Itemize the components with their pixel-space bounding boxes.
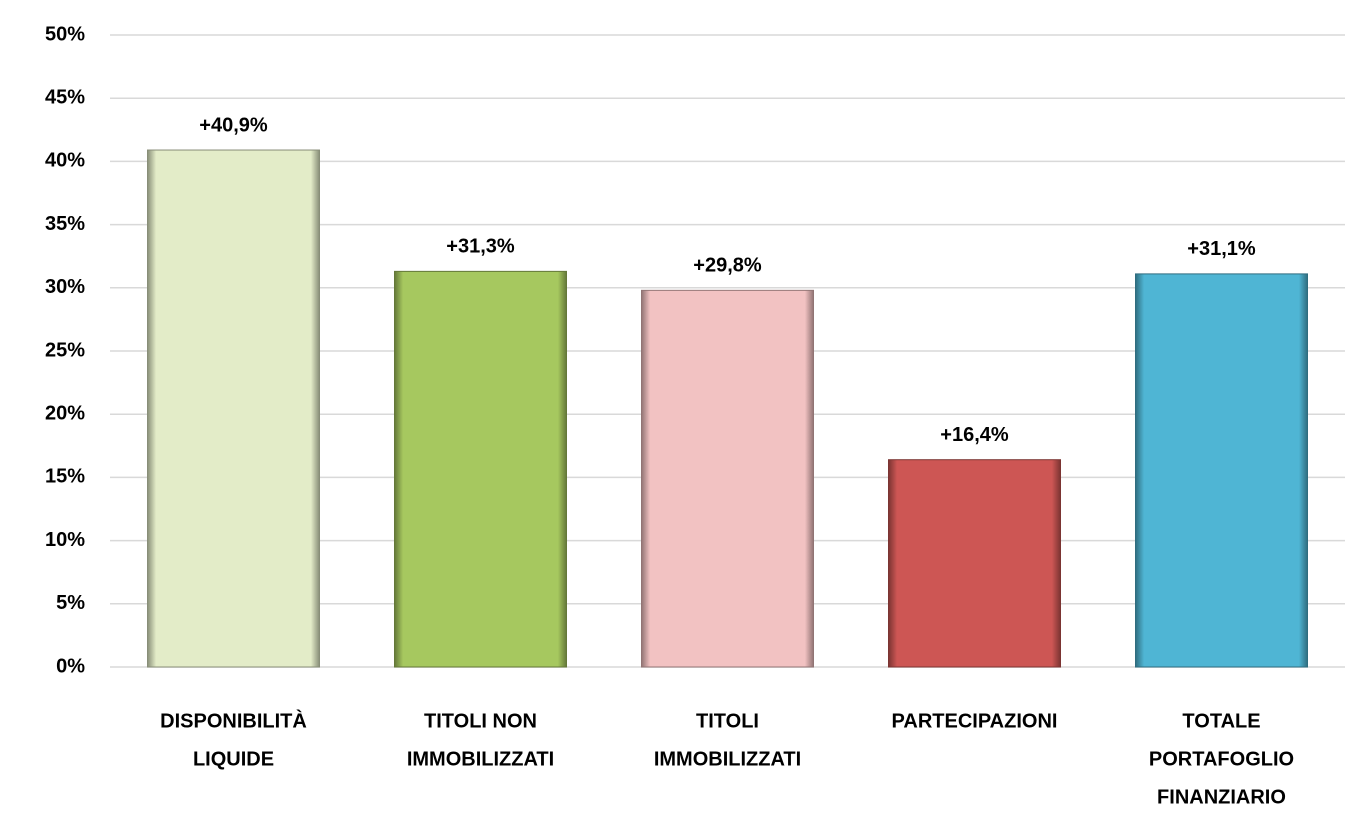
data-label: +40,9%	[199, 114, 268, 136]
x-tick-label: TITOLI	[696, 710, 759, 732]
x-tick-label: DISPONIBILITÀ	[160, 709, 307, 732]
y-tick-label: 5%	[56, 592, 85, 614]
y-tick-label: 0%	[56, 655, 85, 677]
x-tick-label: IMMOBILIZZATI	[654, 748, 801, 770]
data-label: +29,8%	[693, 255, 762, 277]
x-tick-label: FINANZIARIO	[1157, 786, 1286, 808]
y-tick-label: 50%	[45, 23, 85, 45]
x-tick-label: TOTALE	[1182, 710, 1260, 732]
x-tick-label: PORTAFOGLIO	[1149, 748, 1294, 770]
bar	[1135, 273, 1308, 668]
x-tick-label: LIQUIDE	[193, 748, 274, 770]
y-tick-label: 40%	[45, 150, 85, 172]
x-tick-label: IMMOBILIZZATI	[407, 748, 554, 770]
bar	[394, 270, 567, 668]
y-tick-label: 35%	[45, 213, 85, 235]
data-label: +31,1%	[1187, 238, 1256, 260]
y-tick-label: 10%	[45, 529, 85, 551]
x-tick-label: PARTECIPAZIONI	[892, 710, 1058, 732]
data-label: +16,4%	[940, 424, 1009, 446]
x-tick-label: TITOLI NON	[424, 710, 537, 732]
y-tick-label: 20%	[45, 402, 85, 424]
bar	[888, 459, 1061, 668]
y-tick-label: 30%	[45, 276, 85, 298]
y-tick-label: 45%	[45, 86, 85, 108]
data-label: +31,3%	[446, 236, 515, 258]
y-tick-label: 25%	[45, 339, 85, 361]
bar	[147, 149, 320, 668]
y-tick-label: 15%	[45, 466, 85, 488]
bar	[641, 289, 814, 668]
